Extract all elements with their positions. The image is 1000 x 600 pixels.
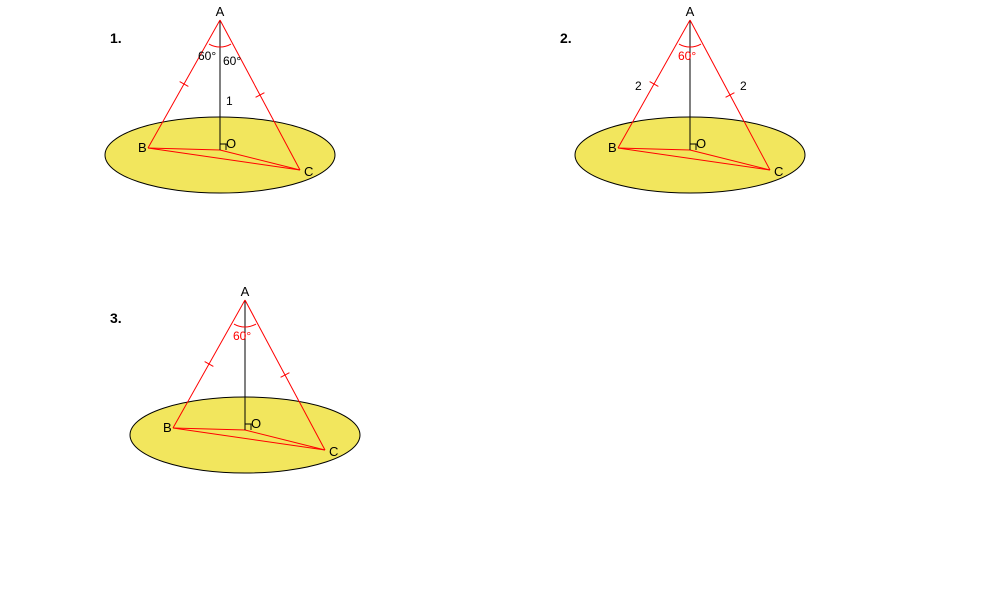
svg-text:60°: 60° [223,54,241,68]
svg-text:2: 2 [740,79,747,93]
svg-text:2: 2 [635,79,642,93]
svg-text:B: B [163,420,172,435]
svg-text:60°: 60° [678,49,696,63]
svg-text:C: C [304,164,313,179]
figure-fig2: ABCO60°22 [560,20,840,220]
diagram-svg: ABCO60° [115,300,395,500]
svg-text:O: O [226,136,236,151]
figure-fig1: ABCO60°60°1 [90,20,370,220]
svg-text:B: B [608,140,617,155]
svg-text:60°: 60° [233,329,251,343]
svg-text:A: A [686,4,695,19]
svg-text:O: O [696,136,706,151]
diagram-svg: ABCO60°22 [560,20,840,220]
svg-text:A: A [241,284,250,299]
svg-text:60°: 60° [198,49,216,63]
svg-text:A: A [216,4,225,19]
diagram-svg: ABCO60°60°1 [90,20,370,220]
svg-text:B: B [138,140,147,155]
svg-text:C: C [329,444,338,459]
svg-text:1: 1 [226,94,233,108]
svg-text:C: C [774,164,783,179]
figure-fig3: ABCO60° [115,300,395,500]
svg-text:O: O [251,416,261,431]
